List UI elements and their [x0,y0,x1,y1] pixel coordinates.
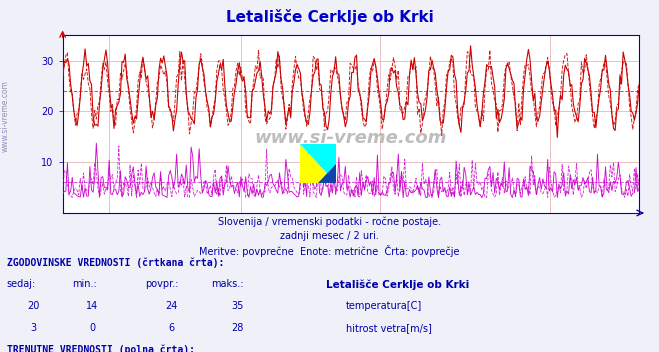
Text: Letališče Cerklje ob Krki: Letališče Cerklje ob Krki [326,279,469,290]
Text: Slovenija / vremenski podatki - ročne postaje.: Slovenija / vremenski podatki - ročne po… [218,216,441,227]
Text: temperatura[C]: temperatura[C] [346,301,422,311]
Polygon shape [300,144,336,183]
Text: 3: 3 [30,323,36,333]
Text: maks.:: maks.: [211,279,243,289]
Text: 35: 35 [231,301,243,311]
Text: 14: 14 [86,301,98,311]
Text: povpr.:: povpr.: [145,279,179,289]
Text: sedaj:: sedaj: [7,279,36,289]
Text: TRENUTNE VREDNOSTI (polna črta):: TRENUTNE VREDNOSTI (polna črta): [7,345,194,352]
Text: min.:: min.: [72,279,98,289]
Text: ZGODOVINSKE VREDNOSTI (črtkana črta):: ZGODOVINSKE VREDNOSTI (črtkana črta): [7,258,224,268]
Text: 20: 20 [27,301,39,311]
Text: www.si-vreme.com: www.si-vreme.com [254,129,447,147]
Text: hitrost vetra[m/s]: hitrost vetra[m/s] [346,323,432,333]
Text: zadnji mesec / 2 uri.: zadnji mesec / 2 uri. [280,231,379,240]
Text: Letališče Cerklje ob Krki: Letališče Cerklje ob Krki [225,9,434,25]
Text: 6: 6 [168,323,175,333]
Text: 28: 28 [231,323,243,333]
Text: 0: 0 [89,323,96,333]
Text: 24: 24 [165,301,177,311]
Text: www.si-vreme.com: www.si-vreme.com [1,80,10,152]
Polygon shape [300,144,336,183]
Polygon shape [318,164,336,183]
Text: Meritve: povprečne  Enote: metrične  Črta: povprečje: Meritve: povprečne Enote: metrične Črta:… [199,245,460,257]
